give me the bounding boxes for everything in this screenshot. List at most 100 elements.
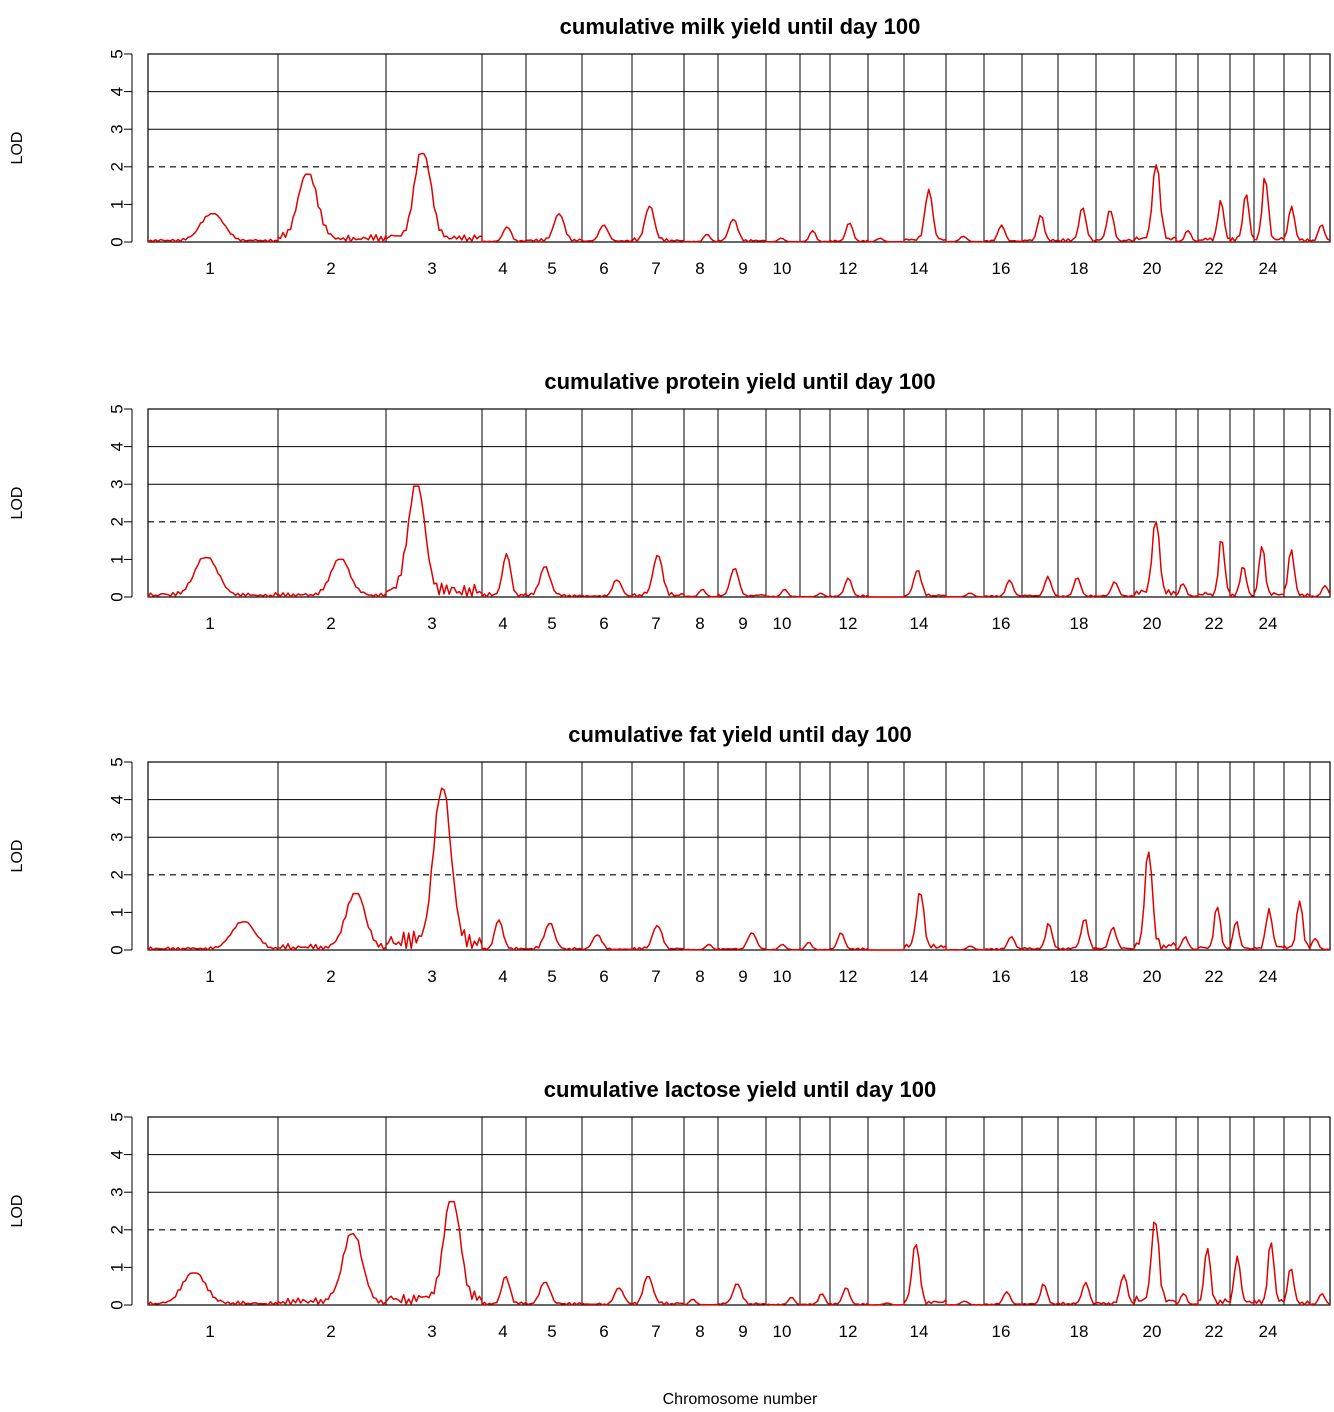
plot-frame <box>147 53 1331 243</box>
y-tick-label: 5 <box>107 49 126 58</box>
x-tick-label: 22 <box>1205 1322 1224 1341</box>
panel-title: cumulative protein yield until day 100 <box>544 369 935 394</box>
y-tick-label: 2 <box>107 162 126 171</box>
x-tick-label: 9 <box>738 614 747 633</box>
x-tick-label: 14 <box>910 967 929 986</box>
y-axis-label: LOD <box>9 1195 26 1228</box>
x-tick-label: 18 <box>1070 259 1089 278</box>
y-tick-label: 3 <box>107 479 126 488</box>
panel-title: cumulative milk yield until day 100 <box>560 14 921 39</box>
x-tick-label: 7 <box>651 967 660 986</box>
x-tick-label: 9 <box>738 967 747 986</box>
x-tick-label: 5 <box>547 259 556 278</box>
x-tick-label: 8 <box>695 259 704 278</box>
y-tick-label: 2 <box>107 1225 126 1234</box>
lod-panel: cumulative milk yield until day 100 LOD 0 1… <box>9 14 1331 278</box>
x-tick-label: 22 <box>1205 259 1224 278</box>
x-tick-label: 1 <box>205 614 214 633</box>
y-axis-label: LOD <box>9 132 26 165</box>
x-tick-label: 12 <box>839 614 858 633</box>
x-tick-label: 5 <box>547 967 556 986</box>
x-tick-label: 2 <box>326 259 335 278</box>
x-tick-label: 8 <box>695 967 704 986</box>
y-tick-label: 4 <box>107 87 126 96</box>
x-tick-label: 24 <box>1259 1322 1278 1341</box>
x-tick-label: 5 <box>547 614 556 633</box>
x-tick-label: 6 <box>599 259 608 278</box>
lod-panel: cumulative lactose yield until day 100 LO… <box>9 1077 1331 1341</box>
x-tick-label: 16 <box>992 614 1011 633</box>
y-tick-label: 4 <box>107 1150 126 1159</box>
plot-frame <box>147 408 1331 598</box>
x-tick-label: 20 <box>1143 1322 1162 1341</box>
y-tick-label: 1 <box>107 908 126 917</box>
x-tick-label: 4 <box>498 967 507 986</box>
x-tick-label: 4 <box>498 1322 507 1341</box>
x-tick-label: 24 <box>1259 967 1278 986</box>
x-tick-label: 4 <box>498 614 507 633</box>
y-tick-label: 4 <box>107 795 126 804</box>
x-tick-label: 10 <box>773 1322 792 1341</box>
x-tick-label: 2 <box>326 614 335 633</box>
panel-title: cumulative lactose yield until day 100 <box>544 1077 937 1102</box>
x-tick-label: 7 <box>651 614 660 633</box>
y-tick-label: 0 <box>107 945 126 954</box>
x-tick-label: 18 <box>1070 967 1089 986</box>
y-tick-label: 0 <box>107 592 126 601</box>
y-tick-label: 2 <box>107 517 126 526</box>
x-tick-label: 8 <box>695 1322 704 1341</box>
x-tick-label: 8 <box>695 614 704 633</box>
x-tick-label: 9 <box>738 1322 747 1341</box>
x-tick-label: 20 <box>1143 967 1162 986</box>
x-tick-label: 10 <box>773 259 792 278</box>
x-tick-label: 20 <box>1143 614 1162 633</box>
x-tick-label: 10 <box>773 967 792 986</box>
x-tick-label: 1 <box>205 967 214 986</box>
y-tick-label: 4 <box>107 442 126 451</box>
x-tick-label: 16 <box>992 1322 1011 1341</box>
lod-curve <box>147 787 1331 951</box>
y-tick-label: 1 <box>107 555 126 564</box>
x-tick-label: 6 <box>599 967 608 986</box>
x-tick-label: 16 <box>992 259 1011 278</box>
x-tick-label: 24 <box>1259 614 1278 633</box>
y-tick-label: 5 <box>107 757 126 766</box>
y-axis-label: LOD <box>9 487 26 520</box>
y-tick-label: 1 <box>107 1263 126 1272</box>
y-tick-label: 3 <box>107 124 126 133</box>
x-tick-label: 9 <box>738 259 747 278</box>
y-tick-label: 0 <box>107 1300 126 1309</box>
x-tick-label: 18 <box>1070 614 1089 633</box>
lod-curve <box>147 485 1331 598</box>
x-tick-label: 3 <box>427 1322 436 1341</box>
x-tick-label: 14 <box>910 1322 929 1341</box>
y-tick-label: 2 <box>107 870 126 879</box>
plot-frame <box>147 1116 1331 1306</box>
x-tick-label: 22 <box>1205 967 1224 986</box>
x-tick-label: 3 <box>427 614 436 633</box>
x-tick-label: 20 <box>1143 259 1162 278</box>
y-tick-label: 3 <box>107 1187 126 1196</box>
x-tick-label: 7 <box>651 1322 660 1341</box>
y-axis-label: LOD <box>9 840 26 873</box>
lod-panel: cumulative fat yield until day 100LOD012… <box>9 722 1331 986</box>
x-tick-label: 18 <box>1070 1322 1089 1341</box>
x-tick-label: 12 <box>839 967 858 986</box>
x-tick-label: 5 <box>547 1322 556 1341</box>
x-tick-label: 1 <box>205 1322 214 1341</box>
x-tick-label: 3 <box>427 259 436 278</box>
lod-panel: cumulative protein yield until day 100 LO… <box>9 369 1331 633</box>
plot-frame <box>147 761 1331 951</box>
x-tick-label: 3 <box>427 967 436 986</box>
lod-curve <box>147 1200 1331 1306</box>
y-tick-label: 5 <box>107 404 126 413</box>
x-axis-label: Chromosome number <box>663 1391 818 1408</box>
panel-title: cumulative fat yield until day 100 <box>568 722 912 747</box>
x-tick-label: 14 <box>910 259 929 278</box>
y-tick-label: 0 <box>107 237 126 246</box>
x-tick-label: 2 <box>326 967 335 986</box>
x-tick-label: 6 <box>599 614 608 633</box>
x-tick-label: 22 <box>1205 614 1224 633</box>
x-tick-label: 1 <box>205 259 214 278</box>
